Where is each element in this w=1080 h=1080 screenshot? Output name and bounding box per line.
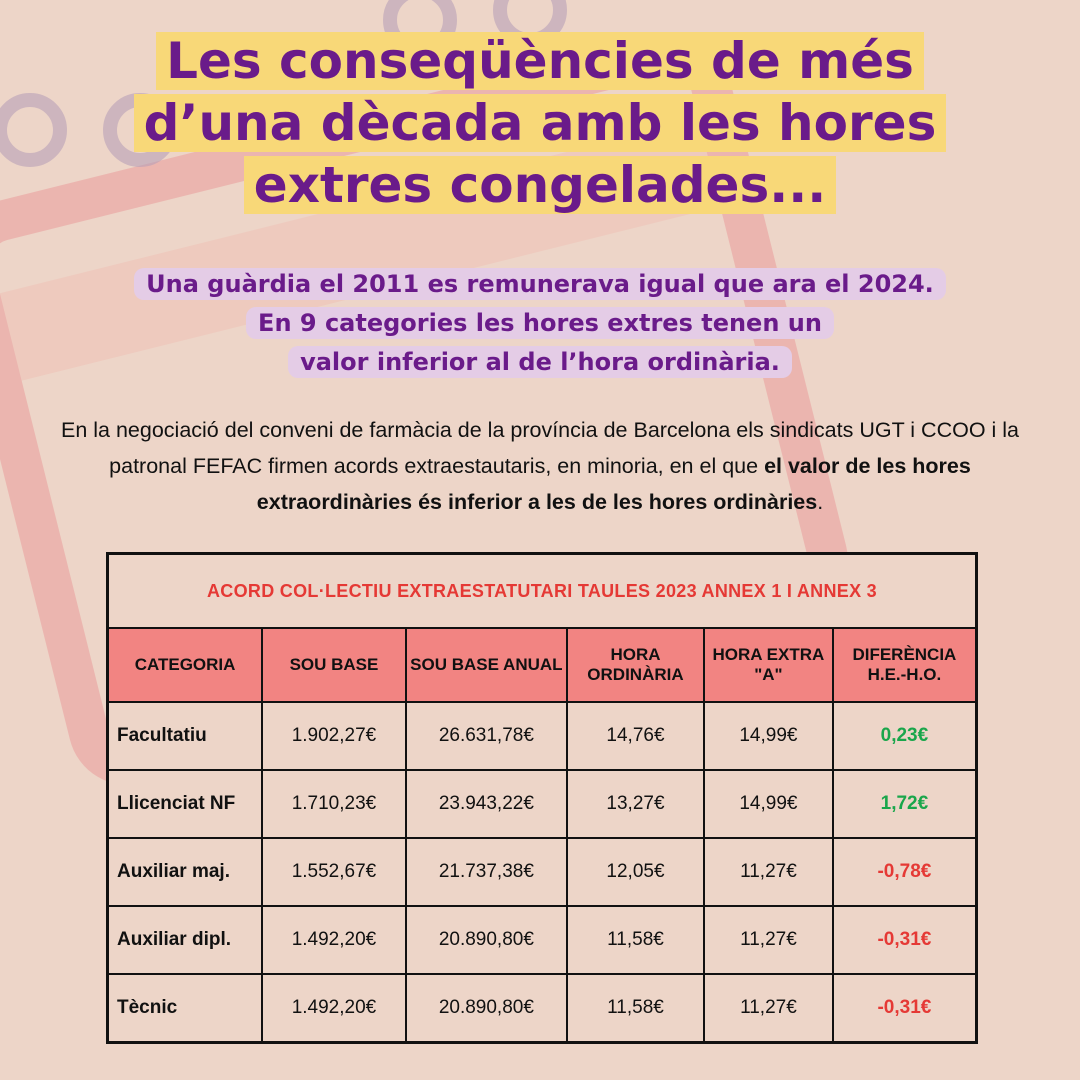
table-cell: 11,58€ — [565, 973, 706, 1044]
paragraph: En la negociació del conveni de farmàcia… — [40, 412, 1040, 520]
header-cell: CATEGORIA — [106, 627, 264, 703]
table-cell: 14,99€ — [703, 769, 834, 839]
table-cell: 1.492,20€ — [261, 905, 407, 975]
table-cell: 23.943,22€ — [404, 769, 568, 839]
text-line: En 9 categories les hores extres tenen u… — [246, 307, 834, 339]
table-cell: Facultatiu — [106, 701, 264, 771]
text-line: extres congelades... — [243, 156, 837, 214]
table-row: Auxiliar maj. 1.552,67€ 21.737,38€ 12,05€ 11… — [106, 837, 978, 907]
subtitle: Una guàrdia el 2011 es remunerava igual … — [0, 265, 1080, 382]
table-cell: 1,72€ — [831, 769, 978, 839]
table-cell: 20.890,80€ — [404, 905, 568, 975]
table-cell: 11,27€ — [703, 905, 834, 975]
text-line: Una guàrdia el 2011 es remunerava igual … — [134, 268, 946, 300]
header-row: CATEGORIA SOU BASE SOU BASE ANUAL HORA ORDI… — [106, 627, 978, 703]
text-line: d’una dècada amb les hores — [133, 94, 947, 152]
paragraph-end: . — [817, 490, 824, 514]
table-cell: 1.710,23€ — [261, 769, 407, 839]
title: Les conseqüències de més d’una dècada amb… — [0, 30, 1080, 216]
table-cell: 26.631,78€ — [404, 701, 568, 771]
header-cell: HORA ORDINÀRIA — [565, 627, 706, 703]
table-cell: 14,76€ — [565, 701, 706, 771]
header-cell: HORA EXTRA "A" — [703, 627, 834, 703]
table-cell: 11,58€ — [565, 905, 706, 975]
table-row: Tècnic 1.492,20€ 20.890,80€ 11,58€ 11,27€ -0,… — [106, 973, 978, 1044]
table-cell: 12,05€ — [565, 837, 706, 907]
text-line: Les conseqüències de més — [156, 32, 924, 90]
table: ACORD COL·LECTIU EXTRAESTATUTARI TAULES … — [106, 552, 978, 1044]
table-cell: -0,31€ — [831, 973, 978, 1044]
table-cell: Llicenciat NF — [106, 769, 264, 839]
table-cell: 1.492,20€ — [261, 973, 407, 1044]
table-cell: -0,78€ — [831, 837, 978, 907]
paragraph-text: En la negociació del conveni de farmàcia… — [60, 418, 1020, 478]
table-cell: 20.890,80€ — [404, 973, 568, 1044]
paragraph-bold: el valor de les hores extraordinàries és… — [256, 454, 971, 514]
table-cell: -0,31€ — [831, 905, 978, 975]
table-row: Auxiliar dipl. 1.492,20€ 20.890,80€ 11,58€ 1… — [106, 905, 978, 975]
table-title: ACORD COL·LECTIU EXTRAESTATUTARI TAULES … — [106, 552, 978, 629]
header-cell: DIFERÈNCIA H.E.-H.O. — [831, 627, 978, 703]
table-cell: 14,99€ — [703, 701, 834, 771]
table-cell: 11,27€ — [703, 973, 834, 1044]
table-cell: Auxiliar dipl. — [106, 905, 264, 975]
table-cell: Auxiliar maj. — [106, 837, 264, 907]
table-row: Facultatiu 1.902,27€ 26.631,78€ 14,76€ 14,99… — [106, 701, 978, 771]
table-row: Llicenciat NF 1.710,23€ 23.943,22€ 13,27€ 14… — [106, 769, 978, 839]
table-cell: Tècnic — [106, 973, 264, 1044]
table-cell: 1.552,67€ — [261, 837, 407, 907]
table-cell: 13,27€ — [565, 769, 706, 839]
table-cell: 0,23€ — [831, 701, 978, 771]
text-line: valor inferior al de l’hora ordinària. — [288, 346, 792, 378]
table-cell: 21.737,38€ — [404, 837, 568, 907]
header-cell: SOU BASE ANUAL — [404, 627, 568, 703]
table-cell: 1.902,27€ — [261, 701, 407, 771]
header-cell: SOU BASE — [261, 627, 407, 703]
table-cell: 11,27€ — [703, 837, 834, 907]
